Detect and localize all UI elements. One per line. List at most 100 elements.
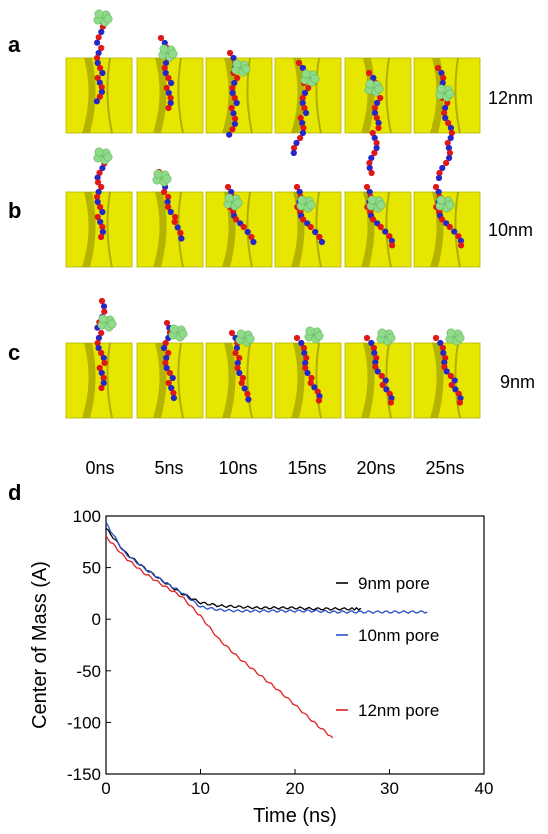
snapshot-row-9nm [65, 297, 481, 419]
snapshot-12nm-2 [205, 49, 273, 138]
snapshot-9nm-1 [136, 319, 204, 419]
snapshot-9nm-0 [65, 297, 133, 419]
x-tick-label: 40 [475, 779, 494, 798]
series-9nm-pore [105, 527, 362, 612]
snapshot-10nm-3 [274, 183, 342, 268]
dna-strand [290, 59, 312, 157]
bound-protein [223, 193, 243, 211]
bound-protein [93, 147, 113, 165]
com-chart: 0 10 20 30 40 100 50 0 -50 -100 -150 Time (ns) Cen… [29, 507, 493, 827]
y-tick-label: -50 [76, 662, 101, 681]
pore-edge [246, 342, 253, 419]
membrane-slab [205, 342, 273, 419]
snapshot-row-12nm [65, 9, 481, 182]
snapshot-12nm-3 [274, 57, 342, 157]
bound-protein [364, 79, 384, 97]
dna-strand [161, 319, 177, 402]
bound-protein [435, 84, 455, 102]
pore-label-12nm: 12nm [488, 88, 533, 108]
legend-label-12nm: 12nm pore [358, 701, 439, 720]
membrane-slab [413, 342, 481, 419]
snapshot-9nm-4 [344, 328, 412, 419]
legend-label-9nm: 9nm pore [358, 574, 430, 593]
snapshot-grid [65, 9, 481, 419]
membrane-slab [344, 342, 412, 419]
membrane-slab [274, 342, 342, 419]
bound-protein [300, 69, 320, 87]
dna-strand [93, 12, 106, 105]
dna-strand [228, 329, 252, 403]
x-tick-label: 0 [101, 779, 110, 798]
pore-edge [106, 57, 113, 134]
x-tick-label: 20 [286, 779, 305, 798]
y-tick-label: 50 [82, 559, 101, 578]
bound-protein [445, 328, 465, 346]
panel-letter-a: a [8, 32, 21, 57]
pore-edge [177, 342, 184, 419]
pore-edge [315, 57, 322, 134]
pore-edge [454, 57, 461, 134]
pore-shadow [82, 343, 96, 418]
bound-protein [168, 324, 188, 342]
snapshot-10nm-2 [205, 183, 273, 268]
time-labels: 0ns 5ns 10ns 15ns 20ns 25ns [85, 458, 464, 478]
pore-shadow [153, 192, 167, 267]
pore-shadow [153, 58, 167, 133]
y-tick-label: 0 [92, 610, 101, 629]
x-tick-label: 10 [191, 779, 210, 798]
y-tick-label: -100 [67, 713, 101, 732]
pore-shadow [361, 343, 375, 418]
bound-protein [93, 9, 113, 27]
plot-frame [105, 515, 485, 775]
bound-protein [152, 169, 172, 187]
series-10nm-pore [105, 521, 428, 614]
dna-strand [293, 334, 323, 404]
y-axis-title: Center of Mass (A) [29, 561, 51, 729]
pore-edge [246, 57, 253, 134]
bound-protein [304, 326, 324, 344]
snapshot-9nm-3 [274, 326, 342, 419]
pore-shadow [430, 343, 444, 418]
dna-strand [363, 183, 396, 249]
panel-letter-b: b [8, 198, 21, 223]
snapshot-10nm-4 [344, 183, 412, 268]
snapshot-10nm-0 [65, 147, 133, 268]
panel-letter-c: c [8, 340, 20, 365]
y-tick-label: 100 [73, 507, 101, 526]
pore-edge [315, 342, 322, 419]
panel-letter-d: d [8, 480, 21, 505]
time-label-2: 10ns [218, 458, 257, 478]
chart-series [105, 521, 428, 739]
x-tick-label: 30 [380, 779, 399, 798]
pore-shadow [291, 58, 305, 133]
pore-label-9nm: 9nm [500, 372, 535, 392]
bound-protein [366, 195, 386, 213]
snapshot-10nm-5 [413, 183, 481, 268]
series-12nm-pore [105, 535, 334, 739]
pore-edge [177, 57, 184, 134]
chart-ticks: 0 10 20 30 40 100 50 0 -50 -100 -150 [67, 507, 493, 798]
pore-edge [385, 57, 392, 134]
bound-protein [158, 44, 178, 62]
snapshot-9nm-5 [413, 328, 481, 419]
membrane-slab [65, 342, 133, 419]
dna-strand [434, 64, 455, 182]
snapshot-row-10nm [65, 147, 481, 268]
pore-edge [106, 342, 113, 419]
pore-label-10nm: 10nm [488, 220, 533, 240]
pore-shadow [82, 58, 96, 133]
pore-shadow [82, 192, 96, 267]
pore-shadow [291, 343, 305, 418]
time-label-1: 5ns [154, 458, 183, 478]
bound-protein [235, 329, 255, 347]
pore-edge [106, 191, 113, 268]
snapshot-12nm-1 [136, 34, 204, 134]
bound-protein [376, 328, 396, 346]
time-label-3: 15ns [287, 458, 326, 478]
snapshot-10nm-1 [136, 168, 204, 268]
x-axis-title: Time (ns) [253, 805, 337, 827]
bound-protein [231, 59, 251, 77]
snapshot-12nm-5 [413, 57, 481, 182]
legend-label-10nm: 10nm pore [358, 626, 439, 645]
time-label-0: 0ns [85, 458, 114, 478]
